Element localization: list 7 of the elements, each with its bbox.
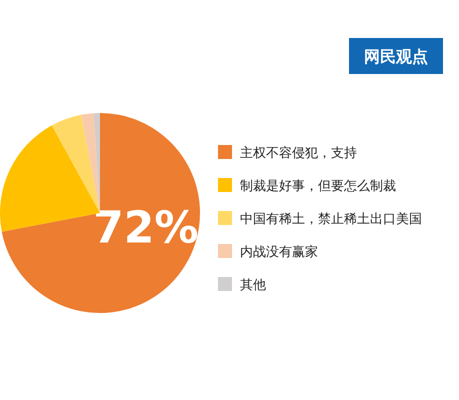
- legend-label: 制裁是好事，但要怎么制裁: [240, 179, 396, 194]
- legend-label: 内战没有赢家: [240, 244, 318, 260]
- legend-label: 其他: [240, 278, 266, 293]
- data-label: 72%: [93, 202, 198, 254]
- legend-label: 主权不容侵犯，支持: [240, 145, 357, 161]
- legend-label: 中国有稀土，禁止稀土出口美国: [240, 211, 422, 227]
- chart-title: 网民观点: [364, 47, 428, 66]
